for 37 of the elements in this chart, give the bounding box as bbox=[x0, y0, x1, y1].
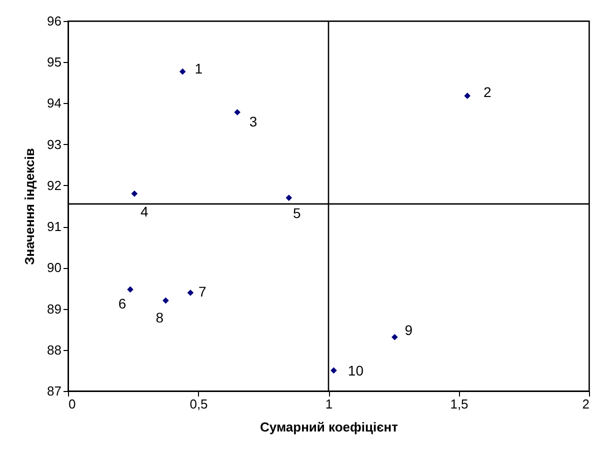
y-tick-label: 95 bbox=[47, 54, 62, 70]
annotation: 7 bbox=[198, 284, 207, 300]
point bbox=[162, 297, 169, 304]
annotation: 2 bbox=[483, 84, 492, 100]
annotation: 10 bbox=[348, 362, 364, 378]
annotation: 3 bbox=[249, 113, 258, 130]
y-tick-label: 94 bbox=[47, 96, 62, 111]
point bbox=[131, 190, 138, 197]
y-tick-label: 96 bbox=[47, 14, 62, 28]
point bbox=[330, 367, 337, 374]
y-tick-label: 93 bbox=[47, 136, 62, 152]
point bbox=[187, 290, 194, 296]
annotation: 4 bbox=[140, 204, 149, 220]
point bbox=[234, 109, 240, 116]
annotation: 5 bbox=[293, 204, 302, 221]
y-tick-label: 87 bbox=[47, 384, 62, 398]
x-tick-label: 2 bbox=[582, 396, 590, 412]
annotation: 8 bbox=[156, 310, 164, 326]
annotation: 1 bbox=[194, 60, 203, 77]
y-tick-label: 89 bbox=[47, 301, 62, 316]
point bbox=[286, 194, 292, 201]
x-tick-label: 0,5 bbox=[190, 396, 208, 412]
annotation: 6 bbox=[118, 295, 126, 312]
y-axis-title: Значення індексів bbox=[22, 148, 38, 265]
y-tick-label: 90 bbox=[47, 260, 62, 276]
y-tick-label: 91 bbox=[47, 219, 62, 234]
x-tick-label: 1,5 bbox=[450, 396, 468, 412]
point bbox=[464, 92, 471, 99]
point bbox=[179, 68, 186, 75]
y-tick-label: 92 bbox=[47, 178, 62, 193]
point bbox=[392, 334, 398, 340]
x-axis-title: Сумарний коефіцієнт bbox=[260, 420, 398, 434]
x-tick-label: 1 bbox=[325, 396, 333, 412]
y-tick-label: 88 bbox=[47, 342, 62, 358]
x-tick-label: 0 bbox=[68, 396, 76, 412]
annotation: 9 bbox=[404, 322, 413, 338]
point bbox=[127, 286, 134, 293]
